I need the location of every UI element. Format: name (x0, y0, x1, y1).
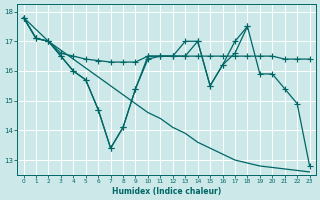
X-axis label: Humidex (Indice chaleur): Humidex (Indice chaleur) (112, 187, 221, 196)
